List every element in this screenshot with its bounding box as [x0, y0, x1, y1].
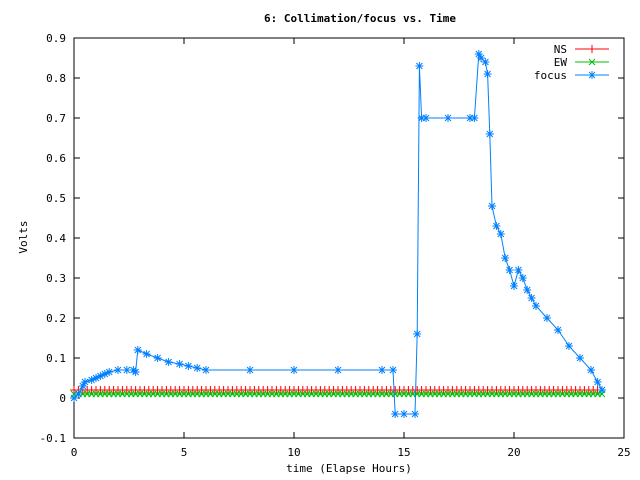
data-point-focus	[202, 366, 210, 374]
data-point-focus	[593, 378, 602, 386]
series-line-focus	[73, 52, 603, 415]
data-point-focus	[400, 410, 408, 418]
data-point-focus	[415, 62, 424, 70]
axis-ticks: 0 5 10 15 20 25 -0.1 0 0.1 0.2 0.3 0.4 0.5 0.6 0.7 0.8 0…	[40, 32, 631, 459]
data-point-focus	[485, 130, 494, 138]
data-point-focus	[444, 114, 452, 122]
x-tick-label: 10	[287, 446, 300, 459]
data-point-focus	[142, 350, 151, 358]
data-point-focus	[184, 362, 193, 370]
data-point-focus	[483, 70, 492, 78]
y-tick-label: 0.4	[46, 232, 66, 245]
data-point-focus	[496, 230, 505, 238]
legend-marker-ns	[588, 45, 596, 53]
data-point-focus	[510, 282, 518, 290]
data-point-focus	[598, 386, 606, 394]
data-point-focus	[565, 342, 573, 350]
data-point-focus	[114, 366, 122, 374]
data-point-focus	[527, 294, 536, 302]
y-tick-label: 0.2	[46, 312, 66, 325]
data-point-focus	[193, 364, 202, 372]
x-tick-label: 15	[397, 446, 410, 459]
data-point-focus	[411, 410, 419, 418]
data-point-focus	[470, 114, 479, 122]
data-point-focus	[505, 266, 514, 274]
x-tick-label: 25	[617, 446, 630, 459]
data-point-focus	[246, 366, 254, 374]
y-tick-label: 0.7	[46, 112, 66, 125]
data-point-focus	[131, 368, 140, 376]
y-tick-label: 0.9	[46, 32, 66, 45]
series-focus	[70, 50, 606, 418]
data-point-focus	[518, 274, 527, 282]
data-point-focus	[175, 360, 184, 368]
y-tick-label: -0.1	[40, 432, 67, 445]
data-point-focus	[122, 366, 131, 374]
y-tick-label: 0	[59, 392, 66, 405]
data-point-focus	[587, 366, 595, 374]
plot-frame	[73, 37, 625, 439]
data-point-focus	[389, 366, 397, 374]
data-point-focus	[523, 286, 532, 294]
data-point-focus	[532, 302, 540, 310]
y-axis-label: Volts	[17, 220, 30, 253]
y-tick-label: 0.8	[46, 72, 66, 85]
chart-title: 6: Collimation/focus vs. Time	[264, 12, 456, 25]
data-point-focus	[133, 346, 142, 354]
series-ns	[70, 386, 606, 394]
data-point-focus	[514, 266, 523, 274]
data-point-focus	[481, 58, 490, 66]
x-tick-label: 0	[71, 446, 78, 459]
x-axis-label: time (Elapse Hours)	[286, 462, 412, 475]
series-ew	[70, 390, 606, 398]
data-point-focus	[290, 366, 298, 374]
data-point-focus	[81, 378, 89, 386]
legend-label-ns: NS	[554, 43, 567, 56]
y-tick-label: 0.6	[46, 152, 66, 165]
legend-marker-focus	[588, 71, 596, 79]
series-layer	[70, 50, 606, 418]
data-point-focus	[105, 368, 114, 376]
data-point-focus	[413, 330, 422, 338]
data-point-focus	[422, 114, 430, 122]
data-point-focus	[378, 366, 386, 374]
legend-label-ew: EW	[554, 56, 568, 69]
data-point-focus	[334, 366, 342, 374]
data-point-focus	[543, 314, 551, 322]
y-tick-label: 0.1	[46, 352, 66, 365]
x-tick-label: 20	[507, 446, 520, 459]
y-tick-label: 0.3	[46, 272, 66, 285]
y-tick-label: 0.5	[46, 192, 66, 205]
data-point-focus	[501, 254, 510, 262]
data-point-focus	[391, 410, 400, 418]
legend-marker-ew	[588, 58, 596, 66]
data-point-focus	[492, 222, 501, 230]
data-point-focus	[153, 354, 162, 362]
data-point-focus	[164, 358, 173, 366]
x-tick-label: 5	[181, 446, 188, 459]
data-point-focus	[554, 326, 562, 334]
data-point-focus	[488, 202, 496, 210]
data-point-focus	[576, 354, 584, 362]
data-point-focus	[74, 390, 83, 398]
legend-label-focus: focus	[534, 69, 567, 82]
